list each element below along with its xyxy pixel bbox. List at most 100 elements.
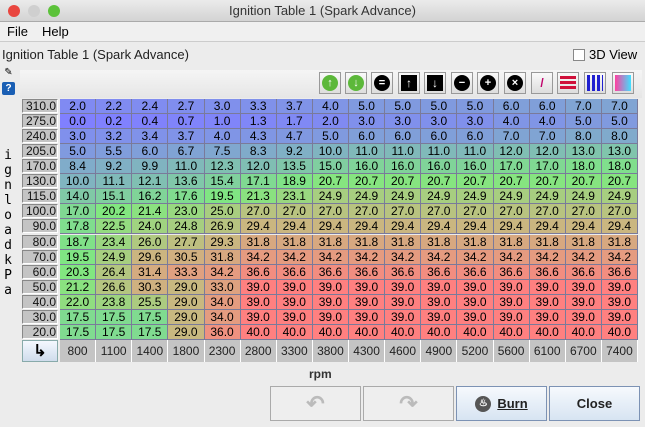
table-cell[interactable]: 40.0 <box>493 324 530 340</box>
table-cell[interactable]: 4.0 <box>493 114 530 130</box>
table-cell[interactable]: 7.0 <box>493 129 530 145</box>
table-cell[interactable]: 24.9 <box>457 189 494 205</box>
table-cell[interactable]: 39.0 <box>349 309 386 325</box>
table-cell[interactable]: 8.0 <box>565 129 602 145</box>
table-cell[interactable]: 20.7 <box>601 174 638 190</box>
table-cell[interactable]: 29.4 <box>601 219 638 235</box>
swap-axes-button[interactable]: ↳ <box>22 340 58 362</box>
table-cell[interactable]: 6.7 <box>168 144 205 160</box>
table-cell[interactable]: 13.6 <box>168 174 205 190</box>
table-cell[interactable]: 29.0 <box>168 294 205 310</box>
table-cell[interactable]: 25.5 <box>132 294 169 310</box>
table-cell[interactable]: 36.6 <box>385 264 422 280</box>
table-cell[interactable]: 39.0 <box>457 294 494 310</box>
minus-icon[interactable]: − <box>451 72 473 94</box>
table-cell[interactable]: 17.8 <box>60 219 97 235</box>
table-cell[interactable]: 31.8 <box>312 234 349 250</box>
table-cell[interactable]: 11.0 <box>457 144 494 160</box>
table-cell[interactable]: 36.6 <box>276 264 313 280</box>
table-cell[interactable]: 39.0 <box>312 309 349 325</box>
table-cell[interactable]: 34.2 <box>240 249 277 265</box>
table-cell[interactable]: 4.7 <box>276 129 313 145</box>
table-cell[interactable]: 13.5 <box>276 159 313 175</box>
table-cell[interactable]: 29.4 <box>240 219 277 235</box>
table-cell[interactable]: 39.0 <box>565 279 602 295</box>
table-cell[interactable]: 15.1 <box>96 189 133 205</box>
table-cell[interactable]: 19.5 <box>204 189 241 205</box>
table-cell[interactable]: 9.2 <box>276 144 313 160</box>
table-cell[interactable]: 39.0 <box>493 279 530 295</box>
table-cell[interactable]: 26.6 <box>96 279 133 295</box>
table-cell[interactable]: 31.8 <box>276 234 313 250</box>
zoom-window-icon[interactable] <box>48 5 60 17</box>
table-cell[interactable]: 26.0 <box>132 234 169 250</box>
table-cell[interactable]: 17.5 <box>60 309 97 325</box>
table-cell[interactable]: 16.0 <box>349 159 386 175</box>
table-cell[interactable]: 13.0 <box>565 144 602 160</box>
table-cell[interactable]: 7.0 <box>529 129 566 145</box>
table-cell[interactable]: 39.0 <box>385 294 422 310</box>
table-cell[interactable]: 17.5 <box>96 324 133 340</box>
table-cell[interactable]: 3.0 <box>421 114 458 130</box>
table-cell[interactable]: 29.0 <box>168 279 205 295</box>
table-cell[interactable]: 31.8 <box>457 234 494 250</box>
table-cell[interactable]: 16.2 <box>132 189 169 205</box>
table-cell[interactable]: 39.0 <box>385 309 422 325</box>
table-cell[interactable]: 18.0 <box>565 159 602 175</box>
table-cell[interactable]: 11.0 <box>385 144 422 160</box>
table-cell[interactable]: 29.4 <box>565 219 602 235</box>
table-cell[interactable]: 10.0 <box>312 144 349 160</box>
table-cell[interactable]: 27.0 <box>385 204 422 220</box>
interpolate-icon[interactable]: / <box>531 72 553 94</box>
table-cell[interactable]: 5.0 <box>421 99 458 114</box>
table-cell[interactable]: 17.0 <box>60 204 97 220</box>
help-icon[interactable]: ? <box>2 82 15 95</box>
table-cell[interactable]: 7.5 <box>204 144 241 160</box>
table-cell[interactable]: 21.2 <box>60 279 97 295</box>
table-cell[interactable]: 39.0 <box>421 309 458 325</box>
table-cell[interactable]: 31.8 <box>601 234 638 250</box>
table-cell[interactable]: 15.0 <box>312 159 349 175</box>
table-cell[interactable]: 12.1 <box>132 174 169 190</box>
table-cell[interactable]: 29.0 <box>168 324 205 340</box>
table-cell[interactable]: 8.0 <box>601 129 638 145</box>
table-cell[interactable]: 39.0 <box>421 279 458 295</box>
table-cell[interactable]: 6.0 <box>349 129 386 145</box>
table-cell[interactable]: 12.3 <box>204 159 241 175</box>
table-cell[interactable]: 39.0 <box>529 294 566 310</box>
table-cell[interactable]: 29.4 <box>312 219 349 235</box>
table-cell[interactable]: 31.8 <box>529 234 566 250</box>
table-cell[interactable]: 24.9 <box>385 189 422 205</box>
table-cell[interactable]: 29.3 <box>204 234 241 250</box>
table-cell[interactable]: 36.0 <box>204 324 241 340</box>
table-cell[interactable]: 40.0 <box>601 324 638 340</box>
table-cell[interactable]: 20.7 <box>349 174 386 190</box>
table-cell[interactable]: 36.6 <box>240 264 277 280</box>
table-cell[interactable]: 17.5 <box>96 309 133 325</box>
table-cell[interactable]: 39.0 <box>349 294 386 310</box>
table-cell[interactable]: 3.7 <box>276 99 313 114</box>
redo-button[interactable]: ↷ <box>363 386 454 421</box>
burn-button[interactable]: ♨ Burn <box>456 386 547 421</box>
table-cell[interactable]: 6.0 <box>493 99 530 114</box>
table-cell[interactable]: 17.0 <box>493 159 530 175</box>
table-cell[interactable]: 0.4 <box>132 114 169 130</box>
table-cell[interactable]: 21.4 <box>132 204 169 220</box>
table-cell[interactable]: 16.0 <box>457 159 494 175</box>
table-cell[interactable]: 20.7 <box>421 174 458 190</box>
table-cell[interactable]: 39.0 <box>421 294 458 310</box>
table-cell[interactable]: 34.2 <box>385 249 422 265</box>
table-cell[interactable]: 39.0 <box>385 279 422 295</box>
table-cell[interactable]: 3.2 <box>96 129 133 145</box>
table-cell[interactable]: 9.9 <box>132 159 169 175</box>
table-cell[interactable]: 19.5 <box>60 249 97 265</box>
table-cell[interactable]: 22.0 <box>60 294 97 310</box>
table-cell[interactable]: 39.0 <box>493 294 530 310</box>
table-cell[interactable]: 39.0 <box>312 279 349 295</box>
table-cell[interactable]: 34.2 <box>457 249 494 265</box>
table-cell[interactable]: 5.5 <box>96 144 133 160</box>
table-cell[interactable]: 39.0 <box>565 294 602 310</box>
table-cell[interactable]: 36.6 <box>565 264 602 280</box>
edit-notes-icon[interactable]: ✎ <box>4 67 13 78</box>
table-cell[interactable]: 8.4 <box>60 159 97 175</box>
